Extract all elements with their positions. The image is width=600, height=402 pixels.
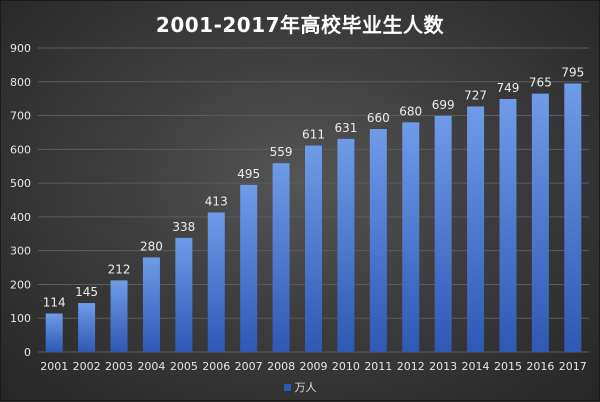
data-label: 145	[75, 285, 98, 299]
data-label: 765	[529, 76, 552, 90]
data-labels: 114 145 212 280 338 413 495 559 611 631 660 680 699 7…	[43, 65, 584, 309]
x-tick-label: 2003	[105, 360, 133, 373]
chart-title: 2001-2017年高校毕业生人数	[155, 13, 445, 37]
bar	[499, 99, 517, 352]
y-tick-label: 200	[10, 278, 31, 291]
x-tick-label: 2010	[332, 360, 360, 373]
data-label: 660	[367, 111, 390, 125]
x-tick-label: 2006	[202, 360, 230, 373]
y-axis-ticks: 0 100 200 300 400 500 600 700 800 900	[10, 42, 31, 359]
bar	[110, 280, 128, 352]
y-tick-label: 300	[10, 245, 31, 258]
bar	[434, 115, 452, 352]
x-tick-label: 2016	[526, 360, 554, 373]
x-tick-label: 2011	[364, 360, 392, 373]
y-tick-label: 100	[10, 312, 31, 325]
y-tick-label: 700	[10, 110, 31, 123]
x-tick-label: 2014	[462, 360, 490, 373]
bar	[240, 184, 258, 352]
bar	[78, 303, 96, 352]
x-tick-label: 2008	[267, 360, 295, 373]
bar	[305, 145, 322, 352]
bar	[142, 257, 160, 352]
legend-swatch	[283, 383, 291, 391]
data-label: 699	[432, 98, 455, 112]
data-label: 795	[561, 65, 584, 79]
bar	[207, 212, 225, 352]
bars	[45, 83, 582, 353]
bar	[272, 163, 290, 352]
legend: 万人	[1, 379, 599, 395]
bar	[369, 129, 387, 352]
data-label: 559	[270, 145, 293, 159]
x-tick-label: 2012	[397, 360, 425, 373]
bar	[564, 83, 582, 352]
bar	[531, 93, 549, 352]
x-tick-label: 2013	[429, 360, 457, 373]
x-tick-label: 2004	[137, 360, 165, 373]
y-tick-label: 400	[10, 211, 31, 224]
x-tick-label: 2005	[170, 360, 198, 373]
data-label: 680	[399, 104, 422, 118]
data-label: 413	[205, 194, 228, 208]
data-label: 611	[302, 128, 325, 142]
x-tick-label: 2015	[494, 360, 522, 373]
data-label: 727	[464, 88, 487, 102]
x-tick-label: 2017	[559, 360, 587, 373]
data-label: 280	[140, 239, 163, 253]
y-tick-label: 500	[10, 177, 31, 190]
x-tick-label: 2001	[40, 360, 68, 373]
data-label: 749	[497, 81, 520, 95]
legend-label: 万人	[294, 381, 317, 394]
x-axis-ticks: 2001 2002 2003 2004 2005 2006 2007 2008 2009 2010…	[40, 360, 587, 373]
y-tick-label: 0	[24, 346, 31, 359]
bar	[402, 122, 420, 352]
data-label: 338	[172, 220, 195, 234]
bar	[337, 138, 355, 352]
data-label: 631	[334, 121, 357, 135]
data-label: 212	[108, 262, 131, 276]
bar	[45, 313, 63, 352]
data-label: 114	[43, 295, 66, 309]
y-tick-label: 900	[10, 42, 31, 55]
x-tick-label: 2009	[300, 360, 328, 373]
x-tick-label: 2007	[235, 360, 263, 373]
x-tick-label: 2002	[73, 360, 101, 373]
bar	[175, 237, 193, 352]
y-tick-label: 800	[10, 76, 31, 89]
y-tick-label: 600	[10, 143, 31, 156]
data-label: 495	[237, 167, 260, 181]
bar	[467, 106, 485, 353]
